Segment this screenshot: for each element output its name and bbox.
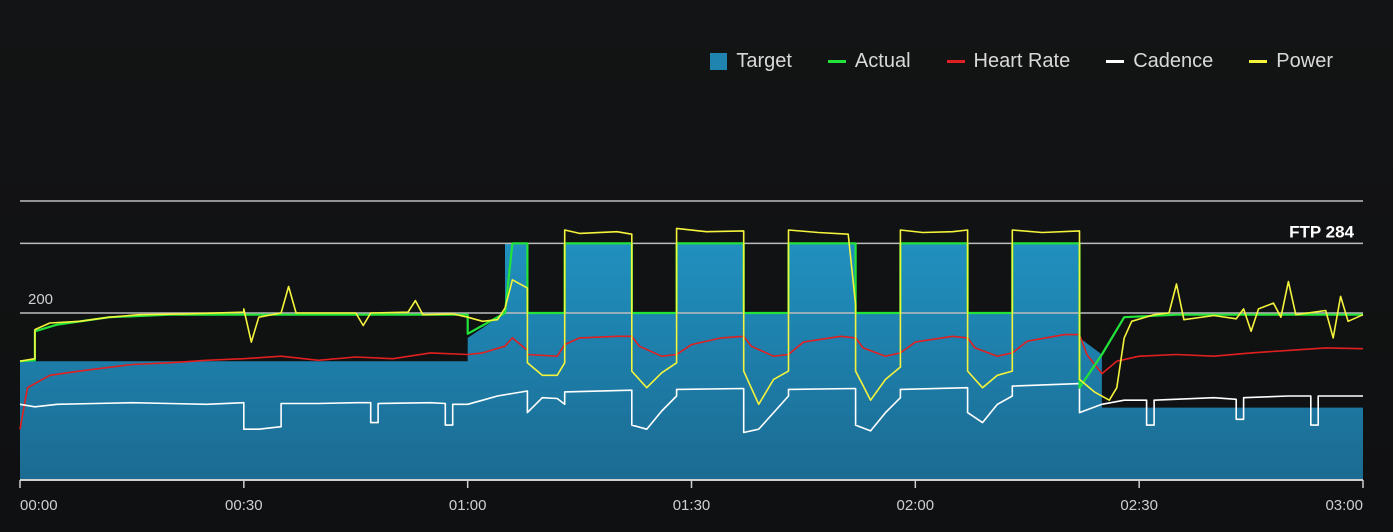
x-tick-label-0000: 00:00 [20,497,58,514]
legend-item-actual[interactable]: Actual [827,50,911,73]
series-heart-rate-line [19,333,1364,430]
legend: Target Actual Heart Rate Cadence Power [710,50,1333,73]
x-tick-label-0100: 01:00 [449,497,487,514]
heart-rate-swatch [946,60,965,63]
legend-item-cadence[interactable]: Cadence [1106,50,1213,73]
ftp-label: FTP 284 [1289,222,1354,241]
legend-item-target[interactable]: Target [710,50,792,73]
legend-label-cadence: Cadence [1133,50,1214,72]
x-tick-label-0300: 03:00 [1325,497,1363,514]
series-target-area [20,243,1363,479]
legend-label-actual: Actual [854,50,911,72]
x-tick-label-0030: 00:30 [225,497,263,514]
target-swatch [710,53,728,70]
legend-item-heart-rate[interactable]: Heart Rate [946,50,1071,73]
cadence-swatch [1106,60,1125,63]
legend-item-power[interactable]: Power [1249,50,1333,73]
legend-label-power: Power [1276,50,1333,72]
series-cadence-line [19,382,1363,434]
legend-label-heart-rate: Heart Rate [973,50,1071,72]
series-power-line [19,227,1364,406]
x-tick-label-0200: 02:00 [897,497,935,514]
actual-swatch [827,60,846,63]
legend-label-target: Target [736,50,792,72]
power-swatch [1249,60,1268,63]
y-tick-label-200: 200 [28,291,53,308]
x-tick-label-0230: 02:30 [1120,497,1158,514]
x-tick-label-0130: 01:30 [673,497,711,514]
